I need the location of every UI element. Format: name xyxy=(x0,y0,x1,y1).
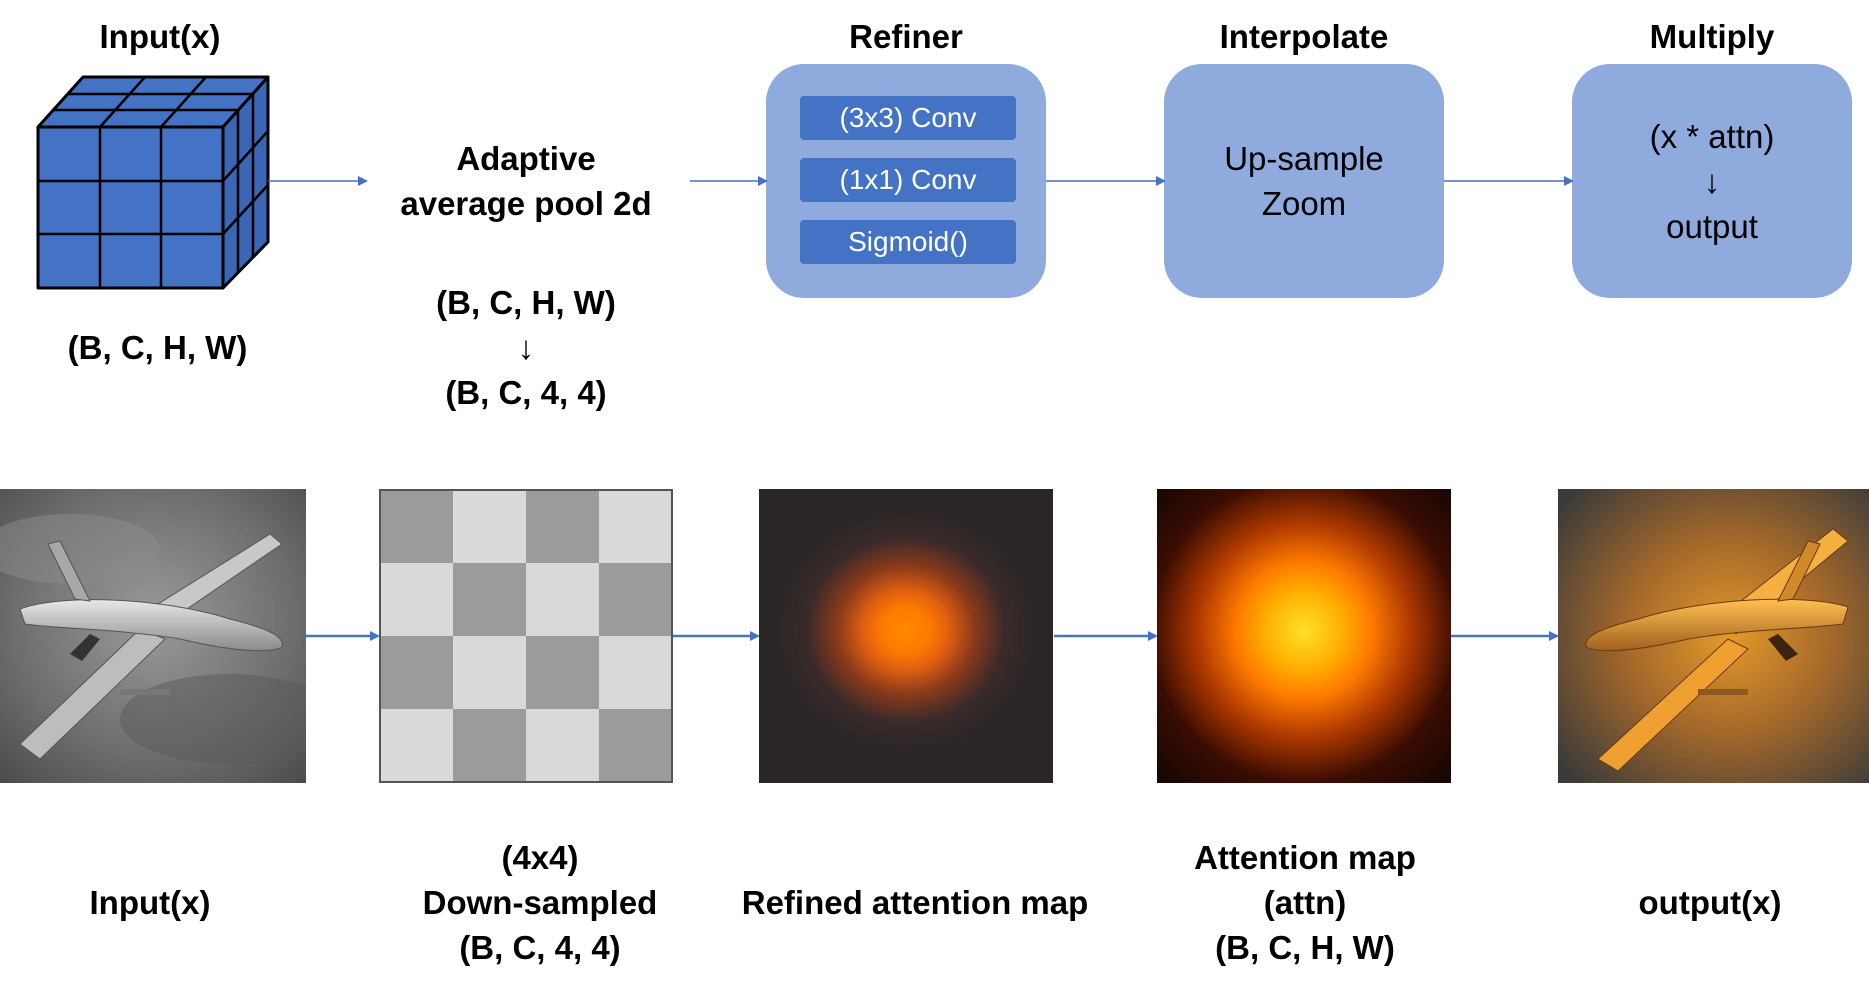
refined-attention-image xyxy=(759,489,1053,783)
grid-cell xyxy=(453,636,526,709)
interpolate-box: Up-sample Zoom xyxy=(1164,64,1444,298)
refiner-title: Refiner xyxy=(766,18,1046,56)
bottom-output-label: output(x) xyxy=(1600,880,1820,925)
refiner-layer-sigmoid: Sigmoid() xyxy=(800,220,1016,264)
pool-title-line1: Adaptive xyxy=(380,136,672,181)
grid-cell xyxy=(453,490,526,563)
multiply-title: Multiply xyxy=(1572,18,1852,56)
grid-cell xyxy=(380,563,453,636)
grid-cell xyxy=(599,636,672,709)
interpolate-line1: Up-sample xyxy=(1224,136,1384,181)
input-image xyxy=(0,489,306,783)
interpolate-title: Interpolate xyxy=(1164,18,1444,56)
grid-cell xyxy=(526,563,599,636)
attention-line3: (B, C, H, W) xyxy=(1160,925,1450,970)
multiply-line2: output xyxy=(1666,204,1758,249)
pool-arrow-down-icon: ↓ xyxy=(380,325,672,370)
pool-title-line2: average pool 2d xyxy=(380,181,672,226)
downsampled-line3: (B, C, 4, 4) xyxy=(390,925,690,970)
bottom-input-label: Input(x) xyxy=(40,880,260,925)
interpolate-line2: Zoom xyxy=(1262,181,1346,226)
pool-shape-out: (B, C, 4, 4) xyxy=(380,370,672,415)
refiner-layer-conv1x1: (1x1) Conv xyxy=(800,158,1016,202)
downsampled-line1: (4x4) xyxy=(390,835,690,880)
downsampled-line2: Down-sampled xyxy=(390,880,690,925)
attention-map-image xyxy=(1157,489,1451,783)
pool-shape-in: (B, C, H, W) xyxy=(380,280,672,325)
grid-cell xyxy=(599,490,672,563)
grid-cell xyxy=(380,709,453,782)
multiply-line1: (x * attn) xyxy=(1650,114,1775,159)
grid-cell xyxy=(599,563,672,636)
refiner-box: (3x3) Conv (1x1) Conv Sigmoid() xyxy=(766,64,1046,298)
multiply-box: (x * attn) ↓ output xyxy=(1572,64,1852,298)
refined-attention-label: Refined attention map xyxy=(730,880,1100,925)
grid-cell xyxy=(453,709,526,782)
input-shape-label: (B, C, H, W) xyxy=(30,325,285,370)
output-image xyxy=(1558,489,1869,783)
input-title: Input(x) xyxy=(80,18,240,56)
input-tensor-cube-icon xyxy=(30,72,275,292)
refiner-layer-conv3x3: (3x3) Conv xyxy=(800,96,1016,140)
downsampled-grid xyxy=(379,489,673,783)
attention-line2: (attn) xyxy=(1160,880,1450,925)
grid-cell xyxy=(599,709,672,782)
attention-line1: Attention map xyxy=(1160,835,1450,880)
grid-cell xyxy=(380,490,453,563)
grid-cell xyxy=(526,490,599,563)
grid-cell xyxy=(526,636,599,709)
multiply-arrow-down-icon: ↓ xyxy=(1704,159,1721,204)
grid-cell xyxy=(380,636,453,709)
grid-cell xyxy=(526,709,599,782)
grid-cell xyxy=(453,563,526,636)
